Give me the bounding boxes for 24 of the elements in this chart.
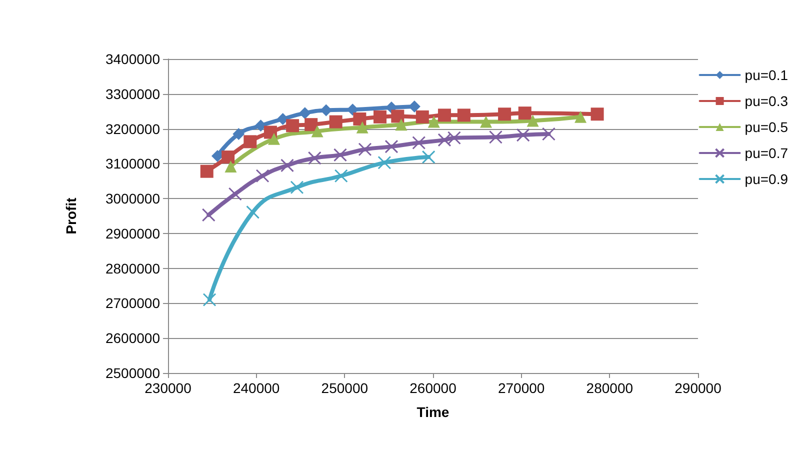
y-tick-label: 2700000	[105, 295, 160, 312]
legend-label: pu=0.1	[744, 67, 788, 83]
y-tick-label: 3000000	[105, 190, 160, 207]
legend-label: pu=0.9	[744, 171, 788, 187]
y-tick-label: 2900000	[105, 225, 160, 242]
x-tick-label: 290000	[674, 380, 722, 396]
y-tick-label: 3400000	[105, 51, 160, 67]
x-tick-label: 270000	[498, 380, 545, 396]
y-tick-label: 3100000	[105, 156, 160, 172]
y-tick-label: 2600000	[105, 330, 160, 346]
x-tick-label: 230000	[144, 380, 192, 396]
legend-label: pu=0.3	[744, 93, 788, 109]
y-tick-label: 3200000	[105, 120, 160, 137]
legend-label: pu=0.7	[744, 145, 788, 161]
y-axis-title: Profit	[63, 197, 79, 234]
x-tick-label: 280000	[586, 380, 634, 396]
x-tick-label: 250000	[321, 380, 368, 396]
x-tick-label: 260000	[410, 380, 457, 396]
x-tick-label: 240000	[232, 380, 280, 396]
legend-label: pu=0.5	[744, 119, 788, 135]
y-tick-label: 3300000	[105, 86, 160, 102]
y-tick-label: 2800000	[105, 260, 160, 276]
x-axis-title: Time	[416, 404, 450, 420]
y-tick-label: 2500000	[105, 365, 160, 381]
